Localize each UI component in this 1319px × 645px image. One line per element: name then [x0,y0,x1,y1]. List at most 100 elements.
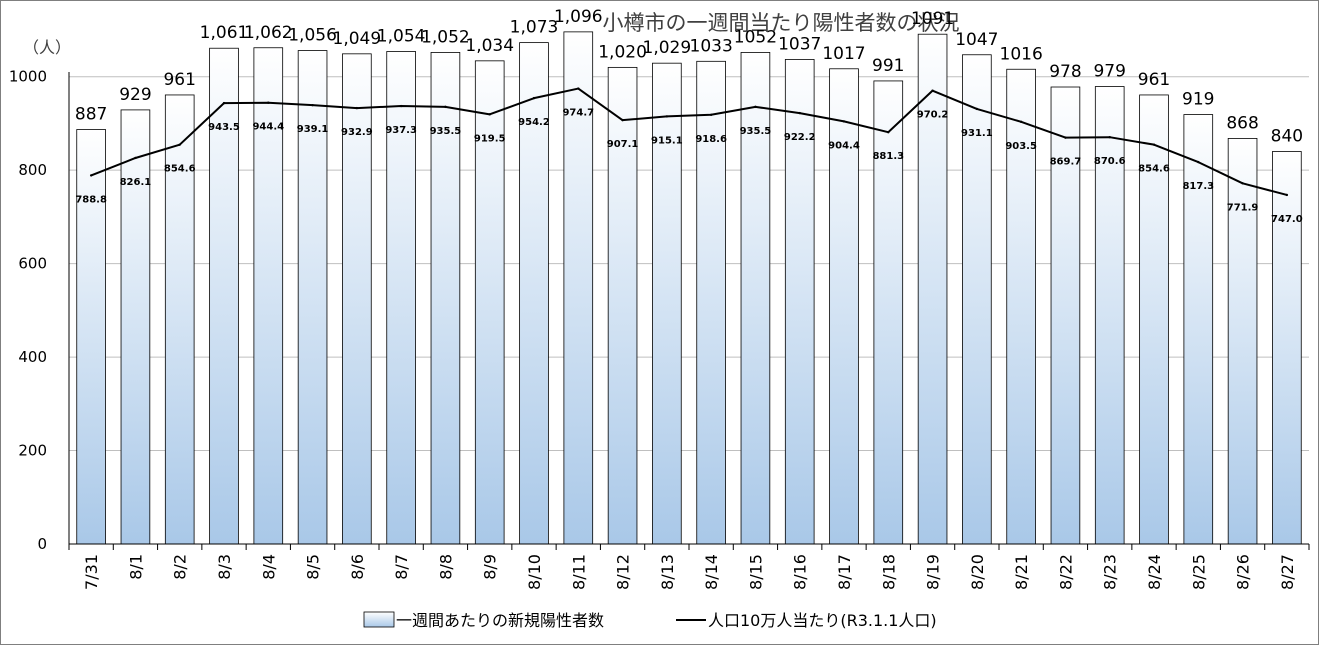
x-tick-label: 8/24 [1145,554,1164,590]
line-data-label: 932.9 [341,127,373,138]
line-data-label: 939.1 [297,124,329,135]
y-tick-label: 0 [37,535,47,553]
line-point [1197,160,1200,164]
line-point [931,89,934,92]
x-tick-label: 7/31 [82,554,101,590]
x-tick-label: 8/22 [1056,554,1075,590]
bar-data-label: 1091 [911,9,954,29]
y-tick-label: 400 [18,348,47,366]
line-data-label: 771.9 [1227,202,1259,213]
line-data-label: 869.7 [1050,157,1082,168]
line-series [89,87,1289,197]
x-tick-label: 8/4 [259,554,278,580]
bar [784,59,815,545]
line-point [887,130,890,134]
line-point [1064,136,1067,139]
x-tick-label: 8/14 [702,554,721,590]
x-tick-label: 8/5 [304,554,323,580]
bar [297,50,328,545]
x-tick-label: 8/27 [1278,554,1297,590]
x-tick-label: 8/18 [879,554,898,590]
line-point [709,113,713,116]
line-data-label: 907.1 [607,139,639,150]
bar [209,47,239,545]
line-point [311,103,314,107]
line-data-label: 915.1 [651,135,683,146]
line-point [444,105,447,109]
bar [962,54,992,545]
x-tick-label: 8/11 [569,554,588,590]
bar-data-label: 978 [1049,62,1081,82]
line-data-label: 935.5 [740,126,772,137]
x-tick-label: 8/21 [1012,554,1031,590]
bar [474,60,505,545]
bar [1050,86,1081,545]
bar-data-label: 1,056 [288,26,337,46]
bar [164,94,195,545]
line-data-label: 918.6 [695,134,727,145]
x-tick-label: 8/6 [348,554,367,580]
line-data-label: 854.6 [164,164,196,175]
data-labels: 8879299611,0611,0621,0561,0491,0541,0521… [75,7,1303,225]
line-point [577,87,580,90]
bar-data-label: 1,073 [510,18,559,38]
line-data-label: 943.5 [208,122,240,133]
line-data-label: 922.2 [784,132,816,143]
bar-data-label: 1047 [955,30,998,50]
bar [342,53,372,545]
x-tick-label: 8/25 [1189,554,1208,590]
bar [873,80,904,545]
bar [1227,138,1258,545]
line-point [1108,135,1111,139]
bar-series [76,31,1302,545]
bar [1139,94,1169,545]
bar [1094,86,1125,545]
legend-bar-label: 一週間あたりの新規陽性者数 [396,611,604,630]
axes: 0 200 400 600 800 1000 7/31 8/1 8/2 8/3 8/4 8/5 8/6 8… [9,68,1310,590]
bar [829,68,859,545]
bar-data-label: 887 [75,105,107,125]
bar [386,51,416,545]
line-data-label: 826.1 [120,177,152,188]
x-tick-label: 8/17 [835,554,854,590]
bar-data-label: 979 [1093,62,1125,82]
bar-data-label: 1,054 [377,26,426,46]
line-data-label: 903.5 [1005,141,1037,152]
line-series-path [90,87,1288,196]
bar-data-label: 1,034 [465,36,514,56]
bar [430,52,461,545]
x-tick-label: 8/10 [525,554,544,590]
line-data-label: 935.5 [430,126,462,137]
y-tick-label: 600 [18,255,47,273]
bar-data-label: 919 [1182,90,1214,110]
line-data-label: 904.4 [828,140,860,151]
bar-data-label: 1016 [1000,44,1043,64]
line-data-label: 937.3 [385,125,417,136]
line-point [1152,143,1156,146]
y-tick-label: 800 [18,161,47,179]
bar [607,66,638,545]
x-tick-label: 8/7 [392,554,411,580]
line-data-label: 854.6 [1138,164,1170,175]
line-point [975,107,979,111]
bar [652,62,682,545]
line-point [665,115,669,118]
line-point [178,143,181,146]
bar-data-label: 991 [872,56,904,76]
bar [1183,114,1214,545]
legend-bar-swatch [363,611,395,628]
bar-data-label: 1,061 [200,23,249,43]
bar-data-label: 1,049 [333,29,382,49]
x-tick-label: 8/19 [924,554,943,590]
bar-data-label: 961 [163,70,195,90]
bar-data-label: 1017 [822,44,865,64]
y-axis-unit-label: （人） [23,38,71,57]
line-point [1019,120,1023,124]
line-data-label: 788.8 [75,194,107,205]
line-data-label: 931.1 [961,128,993,139]
bar-data-label: 868 [1226,113,1258,133]
line-data-label: 970.2 [917,110,949,121]
bar-data-label: 1,052 [421,27,470,47]
